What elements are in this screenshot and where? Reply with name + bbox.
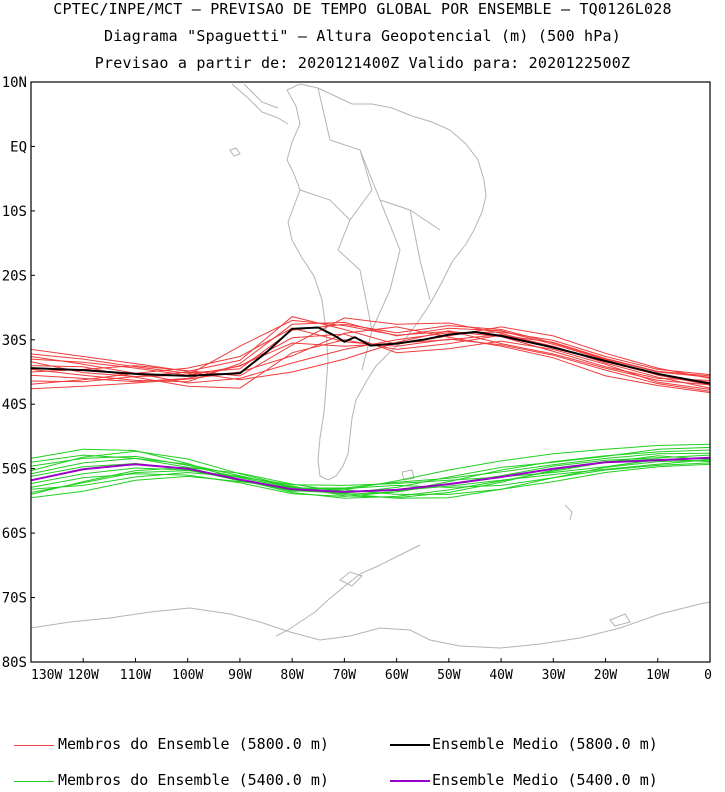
lat-tick-label: 50S xyxy=(2,462,27,478)
red-member-line xyxy=(30,330,711,386)
red-member-line xyxy=(30,326,711,394)
antarctic-peninsula xyxy=(275,544,421,637)
longitude-axis: 130W 120W 110W 100W 90W 80W 70W 60W 50W 40W 30W 20W… xyxy=(30,658,712,683)
legend-label-red-members: Membros do Ensemble (5800.0 m) xyxy=(58,735,329,753)
lat-tick-label: 20S xyxy=(2,268,27,284)
lon-tick-label: 60W xyxy=(385,668,409,683)
legend-swatch-red-members xyxy=(14,745,54,746)
lat-tick-label: 60S xyxy=(2,526,27,542)
central-america-coastline xyxy=(231,83,289,125)
galapagos-islands xyxy=(229,147,241,157)
lon-tick-label: 50W xyxy=(437,668,461,683)
coastline-layer xyxy=(30,83,711,649)
map-title-line-3: Previsao a partir de: 2020121400Z Valido… xyxy=(94,54,631,72)
lon-tick-label: 40W xyxy=(489,668,513,683)
ensemble-mean-contours xyxy=(30,326,711,493)
green-member-line xyxy=(30,457,711,499)
green-member-line xyxy=(30,452,711,489)
map-frame xyxy=(30,81,711,663)
legend-swatch-green-members xyxy=(14,781,54,782)
antarctica-coastline xyxy=(30,601,711,649)
red-member-line xyxy=(30,333,711,390)
map-title-line-2: Diagrama "Spaguetti" – Altura Geopotenci… xyxy=(104,27,621,45)
red-member-line xyxy=(30,321,711,386)
lon-tick-label: 130W xyxy=(31,668,62,683)
legend-label-purple-mean: Ensemble Medio (5400.0 m) xyxy=(432,771,658,789)
antarctic-islands xyxy=(339,571,631,627)
lon-tick-label: 30W xyxy=(542,668,566,683)
green-member-line xyxy=(30,454,711,497)
south-america-coastline xyxy=(286,83,487,481)
lat-tick-label: 10N xyxy=(2,75,27,91)
falkland-islands xyxy=(401,469,415,481)
lat-tick-label: 30S xyxy=(2,333,27,349)
lon-tick-label: 110W xyxy=(120,668,151,683)
lon-tick-label: 120W xyxy=(68,668,99,683)
map-title-line-1: CPTEC/INPE/MCT – PREVISAO DE TEMPO GLOBA… xyxy=(53,0,672,18)
red-member-line xyxy=(30,327,711,392)
lon-tick-label: 0 xyxy=(704,668,712,683)
lon-tick-label: 70W xyxy=(333,668,357,683)
latitude-axis: 10N EQ 10S 20S 30S 40S 50S 60S 70S 80S xyxy=(2,75,35,671)
lat-tick-label: 80S xyxy=(2,655,27,671)
lon-tick-label: 90W xyxy=(228,668,252,683)
south-georgia-island xyxy=(564,504,573,521)
legend-label-green-members: Membros do Ensemble (5400.0 m) xyxy=(58,771,329,789)
purple-mean-line xyxy=(30,456,711,493)
lat-tick-label: 40S xyxy=(2,397,27,413)
green-member-line xyxy=(30,463,711,499)
country-borders xyxy=(299,87,441,371)
lon-tick-label: 20W xyxy=(594,668,618,683)
lat-tick-label: 70S xyxy=(2,591,27,607)
lon-tick-label: 80W xyxy=(280,668,304,683)
lon-tick-label: 10W xyxy=(646,668,670,683)
red-member-line xyxy=(30,323,711,378)
lat-tick-label: 10S xyxy=(2,204,27,220)
legend-label-black-mean: Ensemble Medio (5800.0 m) xyxy=(432,735,658,753)
red-member-line xyxy=(30,316,711,379)
green-member-line xyxy=(30,457,711,490)
map-background xyxy=(31,82,710,662)
lon-tick-label: 100W xyxy=(172,668,203,683)
legend-swatch-purple-mean xyxy=(390,780,430,782)
lat-tick-label: EQ xyxy=(10,139,27,155)
black-mean-line xyxy=(30,326,711,385)
legend-swatch-black-mean xyxy=(390,744,430,746)
